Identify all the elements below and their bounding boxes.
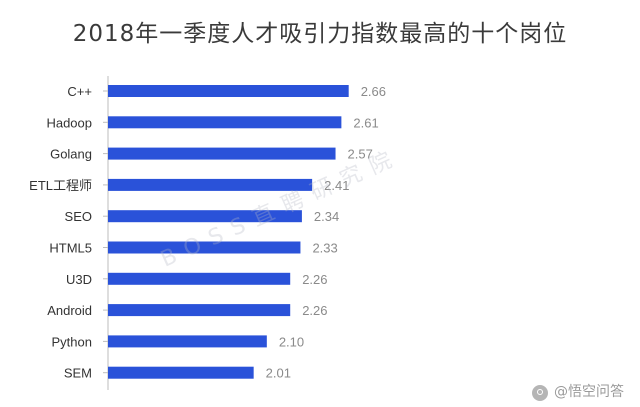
value-label: 2.26 bbox=[302, 303, 327, 318]
value-label: 2.66 bbox=[361, 84, 386, 99]
value-label: 2.34 bbox=[314, 209, 339, 224]
bar bbox=[108, 116, 342, 129]
bar bbox=[108, 272, 291, 285]
bar bbox=[108, 241, 301, 254]
value-label: 2.01 bbox=[266, 366, 291, 381]
category-label: SEO bbox=[65, 209, 92, 224]
category-label: HTML5 bbox=[49, 241, 92, 256]
value-label: 2.61 bbox=[353, 115, 378, 130]
value-label: 2.41 bbox=[324, 178, 349, 193]
category-label: Android bbox=[47, 303, 92, 318]
value-label: 2.57 bbox=[348, 147, 373, 162]
bar bbox=[108, 304, 291, 317]
corner-watermark: @悟空问答 bbox=[554, 384, 624, 400]
bars-layer: C++ 2.66 Hadoop 2.61 Golang 2.57 ETL工程师 2.41 SEO… bbox=[29, 84, 386, 381]
value-label: 2.10 bbox=[279, 334, 304, 349]
bar bbox=[108, 210, 302, 223]
category-label: Python bbox=[52, 334, 92, 349]
chart-title: 2018年一季度人才吸引力指数最高的十个岗位 bbox=[72, 21, 568, 47]
category-label: C++ bbox=[67, 84, 92, 99]
bar bbox=[108, 147, 336, 160]
bar bbox=[108, 85, 349, 97]
category-label: Hadoop bbox=[46, 115, 92, 130]
bar bbox=[108, 335, 267, 348]
category-label: U3D bbox=[66, 272, 92, 287]
category-label: ETL工程师 bbox=[29, 178, 92, 193]
wukong-logo-icon bbox=[532, 385, 548, 401]
value-label: 2.33 bbox=[312, 241, 337, 256]
category-label: SEM bbox=[64, 366, 92, 381]
value-label: 2.26 bbox=[302, 272, 327, 287]
category-label: Golang bbox=[50, 147, 92, 162]
bar bbox=[108, 366, 254, 379]
bar bbox=[108, 178, 313, 191]
